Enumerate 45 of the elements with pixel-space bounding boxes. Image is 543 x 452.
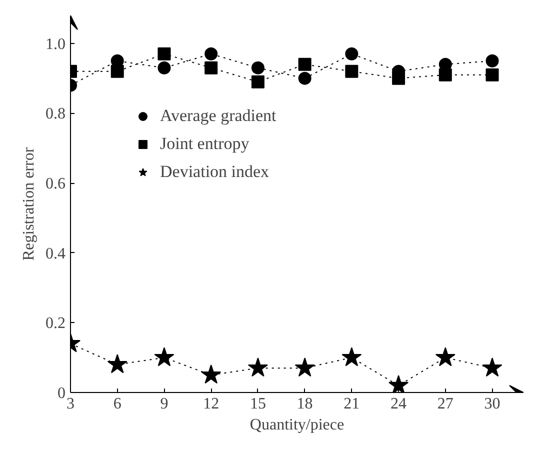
point	[294, 358, 315, 377]
x-tick-label: 9	[160, 396, 168, 412]
y-axis-title: Registration error	[20, 146, 38, 261]
point	[435, 347, 456, 366]
point	[486, 68, 499, 82]
x-tick-label: 6	[113, 396, 122, 412]
point	[438, 68, 452, 82]
point	[392, 72, 406, 85]
point	[158, 47, 171, 60]
point	[486, 54, 499, 68]
point	[345, 47, 358, 60]
point	[345, 64, 358, 78]
point	[482, 358, 502, 377]
legend-label: Joint entropy	[160, 134, 250, 154]
point	[251, 75, 264, 88]
point	[204, 47, 218, 60]
x-tick-label: 3	[66, 396, 74, 412]
point	[110, 64, 124, 78]
x-tick-label: 27	[437, 396, 454, 412]
y-tick-label: 0.6	[46, 176, 66, 193]
point	[388, 375, 409, 392]
point	[204, 61, 218, 74]
x-tick-label: 21	[344, 396, 360, 412]
point	[158, 61, 171, 74]
x-axis-title: Quantity/piece	[250, 416, 344, 434]
y-tick-label: 0.4	[46, 245, 66, 262]
point	[342, 347, 362, 366]
point	[251, 61, 264, 74]
point	[201, 364, 222, 384]
y-tick-label: 0.8	[46, 106, 66, 123]
x-tick-label: 15	[250, 396, 266, 412]
x-tick-label: 18	[296, 396, 313, 412]
x-tick-label: 30	[484, 396, 500, 412]
y-tick-label: 1.0	[46, 36, 66, 53]
point	[298, 72, 312, 85]
point	[248, 358, 268, 377]
x-tick-label: 24	[390, 396, 407, 412]
point	[154, 347, 174, 366]
x-tick-label: 12	[203, 396, 220, 412]
y-tick-label: 0	[58, 385, 66, 402]
point	[107, 354, 128, 374]
y-tick-label: 0.2	[46, 315, 66, 332]
legend-label: Average gradient	[160, 106, 276, 126]
legend-label: Deviation index	[160, 162, 270, 182]
point	[298, 58, 312, 71]
